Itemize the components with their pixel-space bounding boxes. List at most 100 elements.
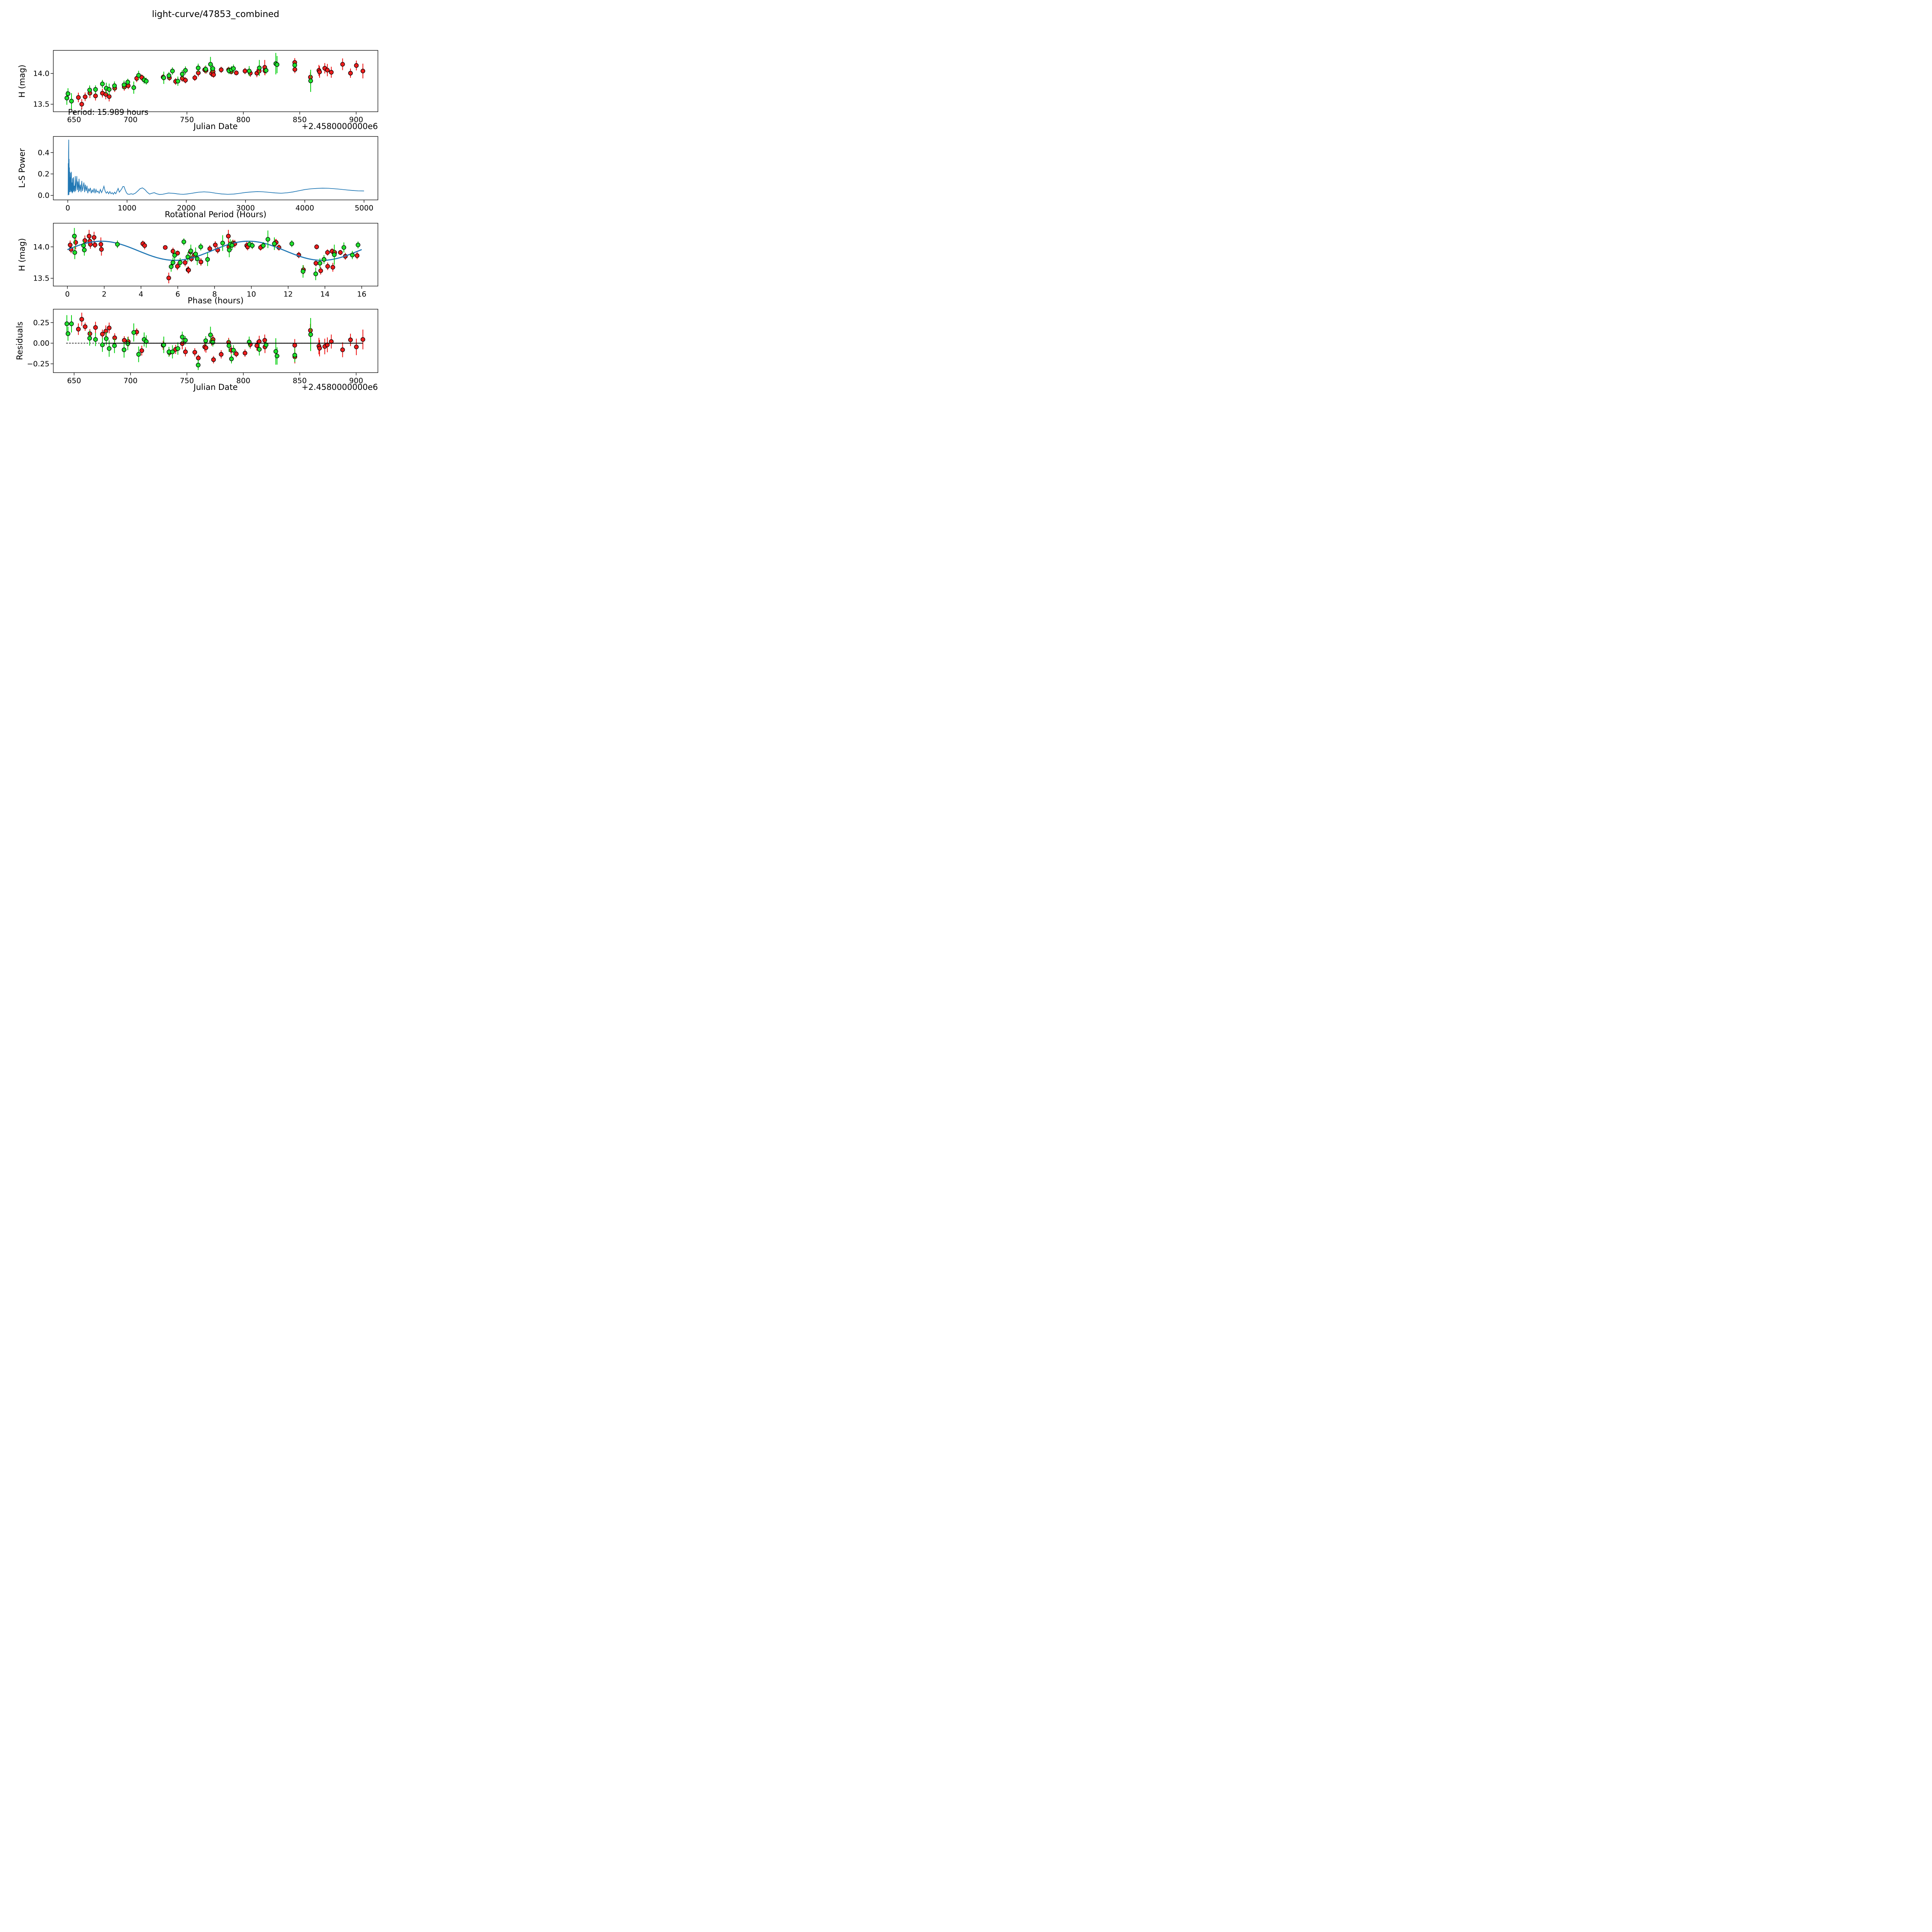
axis3-ylabel: H (mag) (17, 238, 27, 271)
green-data-point (112, 343, 117, 348)
green-data-point (136, 352, 141, 357)
x-tick-label: 14 (320, 290, 330, 298)
period-annotation: Period: 15.989 hours (68, 107, 148, 117)
red-data-point (226, 234, 231, 239)
axis3-xlabel: Phase (hours) (188, 296, 244, 305)
green-data-point (275, 62, 279, 67)
green-data-point (226, 343, 231, 348)
green-data-point (210, 340, 215, 345)
green-data-point (168, 264, 173, 269)
green-data-point (131, 85, 136, 90)
y-tick-label: 13.5 (33, 100, 49, 109)
x-tick-label: 6 (175, 290, 180, 298)
green-data-point (195, 256, 200, 261)
red-data-point (183, 78, 188, 83)
green-data-point (292, 63, 297, 68)
red-data-point (92, 235, 97, 240)
x-tick-label: 850 (293, 116, 307, 124)
green-data-point (87, 336, 92, 341)
green-data-point (183, 338, 188, 343)
panel-periodogram: 0 1000 2000 3000 4000 5000 0.0 0.2 0.4 (38, 136, 378, 212)
red-data-point (204, 345, 208, 350)
y-tick-label: 0.2 (38, 170, 49, 179)
green-data-point (275, 354, 279, 359)
y-tick-label: −0.25 (27, 360, 49, 368)
green-data-point (229, 356, 234, 361)
green-data-point (65, 321, 69, 326)
red-data-point (139, 348, 144, 353)
x-tick-label: 1000 (118, 204, 136, 212)
red-data-point (100, 332, 105, 337)
x-tick-label: 10 (247, 290, 256, 298)
red-data-point (83, 324, 88, 329)
red-data-point (317, 70, 322, 75)
green-data-point (203, 338, 208, 343)
x-tick-label: 4000 (296, 204, 314, 212)
green-data-point (170, 68, 175, 73)
green-data-point (341, 245, 346, 250)
green-data-point (205, 257, 210, 262)
green-data-point (115, 242, 120, 247)
green-data-point (72, 234, 77, 239)
red-data-point (340, 347, 345, 352)
red-data-point (234, 351, 239, 356)
red-data-point (183, 260, 188, 265)
green-data-point (72, 250, 77, 255)
green-data-point (289, 241, 294, 246)
x-tick-label: 0 (65, 290, 70, 298)
x-tick-label: 750 (180, 376, 194, 385)
green-data-point (231, 348, 236, 353)
green-data-point (144, 79, 149, 83)
x-tick-label: 900 (349, 116, 363, 124)
red-data-point (330, 265, 335, 270)
green-data-point (250, 243, 255, 248)
red-data-point (243, 68, 248, 73)
green-data-point (185, 254, 190, 259)
x-tick-label: 650 (67, 116, 81, 124)
green-data-point (178, 260, 183, 265)
y-tick-label: 0.25 (33, 318, 49, 327)
red-data-point (107, 325, 112, 330)
red-data-point (103, 92, 108, 97)
x-tick-label: 900 (349, 376, 363, 385)
red-data-point (329, 70, 334, 75)
y-tick-label: 13.5 (33, 274, 49, 283)
red-data-point (196, 355, 201, 361)
axis2-xlabel: Rotational Period (Hours) (165, 210, 266, 219)
green-data-point (107, 346, 112, 351)
green-data-point (161, 75, 166, 80)
green-data-point (313, 271, 318, 276)
green-data-point (122, 82, 127, 87)
red-data-point (254, 343, 259, 348)
red-data-point (292, 343, 297, 348)
red-data-point (361, 68, 366, 73)
green-data-point (198, 244, 203, 249)
green-data-point (196, 65, 201, 70)
green-data-point (170, 349, 175, 354)
red-data-point (76, 327, 81, 332)
red-data-point (183, 349, 188, 354)
green-data-point (66, 331, 70, 336)
red-data-point (348, 337, 353, 342)
red-data-point (166, 276, 171, 281)
red-data-point (213, 242, 218, 247)
red-data-point (79, 102, 84, 107)
green-data-point (301, 269, 306, 274)
y-tick-label: 0.4 (38, 148, 49, 157)
green-data-point (264, 68, 269, 73)
x-tick-label: 2000 (177, 204, 196, 212)
red-data-point (325, 264, 330, 269)
green-data-point (170, 260, 175, 265)
red-data-point (99, 247, 104, 252)
red-data-point (354, 63, 359, 68)
green-data-point (181, 239, 186, 244)
y-tick-label: 0.00 (33, 339, 49, 348)
green-data-point (308, 78, 313, 83)
green-data-point (65, 95, 69, 100)
green-data-point (82, 248, 87, 252)
x-tick-label: 850 (293, 376, 307, 385)
green-data-point (175, 346, 180, 351)
axis4-ylabel: Residuals (15, 321, 24, 360)
green-data-point (69, 99, 74, 104)
green-data-point (93, 337, 98, 342)
